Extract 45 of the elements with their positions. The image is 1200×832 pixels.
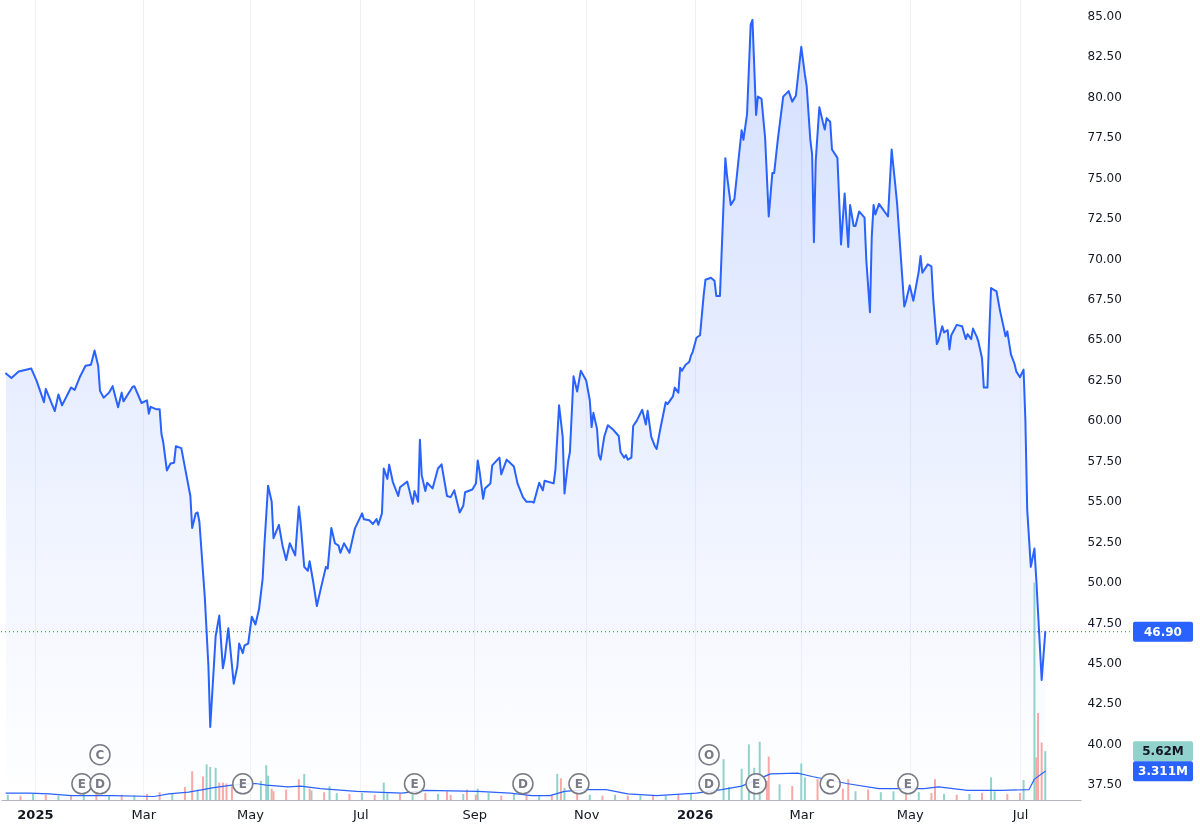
- x-tick-label: May: [237, 806, 265, 822]
- y-tick-label: 85.00: [1087, 8, 1122, 23]
- x-tick-label: 2025: [17, 806, 54, 822]
- y-tick-label: 42.50: [1087, 696, 1122, 711]
- annotation: E: [77, 776, 87, 791]
- y-tick-label: 82.50: [1087, 49, 1122, 64]
- y-tick-label: 65.00: [1087, 332, 1122, 347]
- annotation: O: [703, 747, 715, 762]
- y-tick-label: 45.00: [1087, 655, 1122, 670]
- y-tick-label: 72.50: [1087, 211, 1122, 226]
- annotation: D: [95, 776, 105, 791]
- x-tick-label: Jul: [351, 806, 369, 822]
- annotation: E: [751, 776, 761, 791]
- annotation: E: [410, 776, 419, 791]
- annotation: D: [517, 776, 528, 791]
- y-tick-label: 37.50: [1087, 777, 1122, 792]
- x-tick-label: May: [896, 806, 924, 822]
- y-tick-label: 60.00: [1087, 413, 1122, 428]
- x-tick-label: Mar: [131, 806, 157, 822]
- y-tick-label: 47.50: [1087, 615, 1122, 630]
- y-tick-label: 40.00: [1087, 736, 1122, 751]
- y-tick-label: 75.00: [1087, 170, 1122, 185]
- y-tick-label: 80.00: [1087, 89, 1122, 104]
- x-tick-label: Sep: [462, 806, 487, 822]
- annotation: C: [825, 776, 835, 791]
- annotation: E: [574, 776, 584, 791]
- x-tick-label: Nov: [574, 806, 600, 822]
- annotation: E: [238, 776, 247, 791]
- y-tick-label: 70.00: [1087, 251, 1122, 266]
- y2-tick-label: 5.62M: [1142, 744, 1184, 759]
- y-tick-label: 77.50: [1087, 130, 1122, 145]
- annotation: D: [704, 776, 715, 791]
- y2-tick-label: 3.311M: [1138, 764, 1188, 779]
- y-tick-label: 50.00: [1087, 575, 1122, 590]
- ref-line-label: 46.90: [1144, 624, 1182, 639]
- y-tick-label: 55.00: [1087, 494, 1122, 509]
- y-tick-label: 57.50: [1087, 453, 1122, 468]
- x-tick-label: Mar: [789, 806, 815, 822]
- annotation: E: [903, 776, 913, 791]
- y-tick-label: 67.50: [1087, 291, 1122, 306]
- x-tick-label: 2026: [677, 806, 714, 822]
- annotation: C: [95, 747, 105, 762]
- x-tick-label: Jul: [1011, 806, 1029, 822]
- y-tick-label: 52.50: [1087, 534, 1122, 549]
- y-tick-label: 62.50: [1087, 372, 1122, 387]
